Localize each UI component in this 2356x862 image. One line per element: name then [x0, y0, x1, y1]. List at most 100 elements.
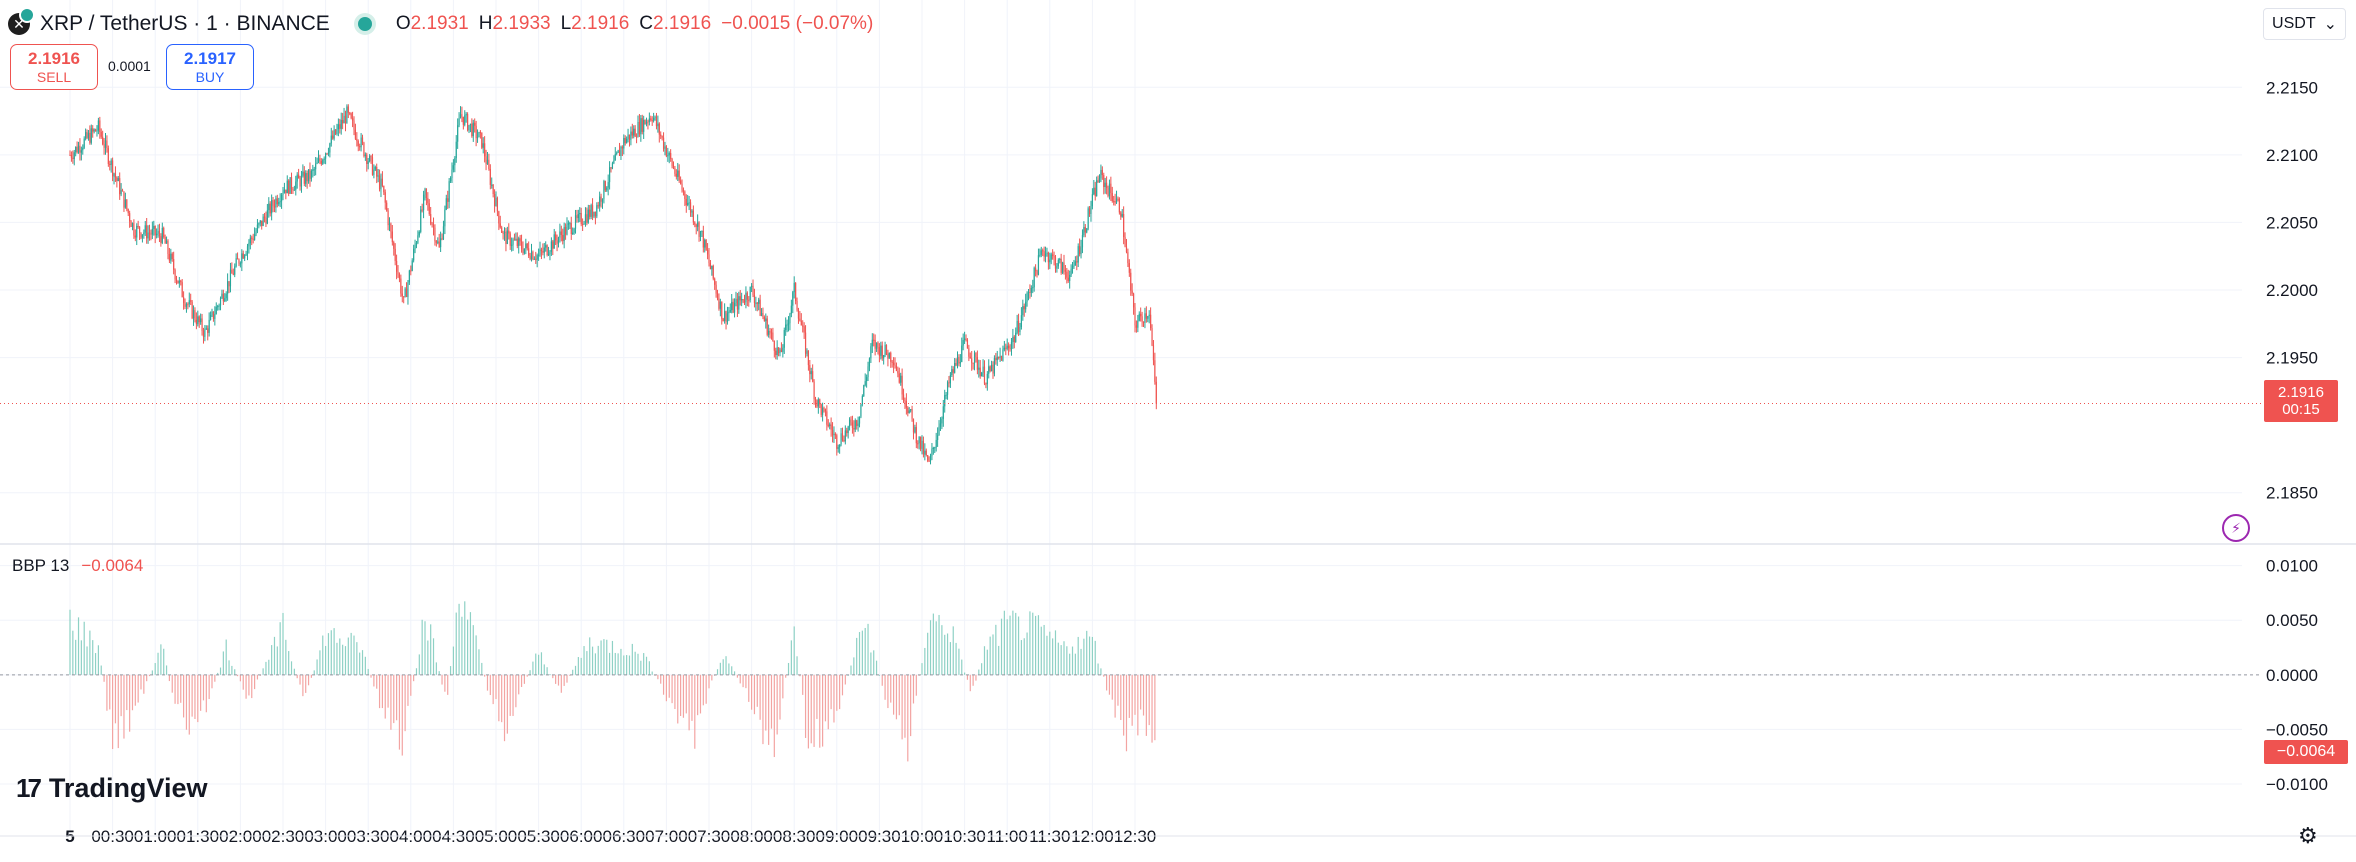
candle-body — [570, 223, 572, 234]
candle — [1003, 340, 1005, 352]
indicator-legend[interactable]: BBP 13 −0.0064 — [12, 556, 143, 576]
axes: 5 00:30 01:00 01:30 02:00 02:30 03:00 03:30 04:0… — [0, 78, 2356, 846]
bbp-bar — [580, 657, 582, 675]
candle-body — [729, 310, 731, 312]
bbp-bar — [975, 674, 977, 681]
candle — [667, 147, 669, 162]
price-y-tick-label: 2.2050 — [2266, 213, 2318, 232]
candle-body — [511, 244, 513, 246]
candle — [300, 170, 303, 193]
candle — [606, 186, 608, 192]
candle-body — [408, 270, 410, 283]
candle — [454, 156, 456, 173]
bbp-bar — [1100, 668, 1102, 675]
candle — [351, 111, 354, 128]
bbp-bar — [245, 674, 247, 699]
tradingview-logo[interactable]: 17 TradingView — [16, 773, 207, 804]
candle — [513, 233, 516, 241]
bbp-bar — [1094, 640, 1096, 675]
symbol-title[interactable]: XRP / TetherUS · 1 · BINANCE — [40, 12, 330, 35]
candle — [651, 116, 653, 126]
candle-body — [378, 175, 381, 190]
bbp-bar — [765, 674, 767, 731]
candle — [990, 360, 993, 372]
candle — [211, 308, 213, 318]
candle — [464, 110, 466, 127]
candle — [282, 187, 284, 201]
candle — [262, 213, 264, 227]
candle — [378, 169, 381, 192]
candle-body — [1040, 250, 1042, 255]
candle — [137, 220, 139, 229]
candle-body — [1049, 259, 1051, 263]
bbp-bar — [262, 668, 264, 675]
candle-body — [326, 153, 328, 155]
candle — [600, 193, 602, 208]
candle — [1117, 196, 1119, 202]
bbp-bar — [603, 639, 605, 675]
bbp-bar — [325, 645, 327, 675]
candle-body — [854, 420, 856, 430]
candle-body — [792, 292, 794, 306]
bbp-bar — [123, 674, 125, 739]
candle-body — [1115, 198, 1118, 203]
candle — [93, 128, 95, 134]
candle — [1044, 246, 1047, 263]
candlestick-series — [69, 104, 1157, 465]
bbp-bar — [120, 674, 122, 717]
candle-body — [523, 248, 525, 254]
candle-body — [398, 274, 401, 279]
candle-body — [725, 311, 727, 322]
lightning-icon[interactable]: ⚡ — [2222, 514, 2250, 542]
bbp-bar — [1125, 674, 1128, 752]
candle — [866, 374, 868, 388]
candle — [403, 296, 405, 304]
candle-body — [75, 146, 77, 153]
candle-body — [1069, 274, 1071, 281]
bbp-bar — [228, 660, 230, 675]
candle-body — [728, 311, 730, 314]
candle-body — [1052, 254, 1054, 256]
candle — [965, 334, 967, 342]
bbp-bar — [844, 674, 846, 685]
bbp-bar — [606, 639, 608, 675]
candle-body — [268, 203, 270, 211]
settings-icon[interactable]: ⚙ — [2298, 823, 2318, 848]
candle-body — [875, 342, 878, 349]
candle-body — [448, 181, 450, 202]
candle — [961, 337, 963, 363]
candle-body — [485, 156, 487, 165]
candle — [89, 125, 91, 145]
candle-body — [171, 253, 173, 259]
buy-button[interactable]: 2.1917 BUY — [166, 44, 254, 90]
bbp-y-tick-label: 0.0100 — [2266, 557, 2318, 576]
candle — [1114, 193, 1116, 206]
sell-button[interactable]: 2.1916 SELL — [10, 44, 98, 90]
candle-body — [184, 302, 186, 307]
candle-body — [374, 166, 376, 170]
x-logo-icon[interactable]: ✕ — [8, 7, 35, 35]
candle-body — [339, 124, 341, 129]
candle-body — [302, 171, 304, 176]
candle-body — [1064, 269, 1067, 272]
candle — [336, 123, 338, 136]
bbp-bar — [515, 674, 517, 708]
bbp-bar — [347, 637, 349, 675]
candle-body — [360, 137, 362, 148]
candle-body — [1035, 267, 1037, 272]
candle-body — [962, 340, 964, 346]
candle — [530, 243, 533, 262]
candle — [1152, 340, 1155, 366]
bbp-bar — [282, 612, 284, 675]
candle — [634, 125, 636, 137]
candle — [371, 153, 374, 176]
candle-body — [910, 409, 912, 411]
candle — [99, 116, 101, 139]
candle-body — [670, 152, 672, 159]
candle-body — [739, 296, 741, 301]
market-status-icon[interactable] — [357, 17, 372, 31]
currency-selector[interactable]: USDT ⌄ — [2263, 8, 2346, 40]
candle — [356, 132, 358, 147]
candle — [217, 304, 219, 311]
